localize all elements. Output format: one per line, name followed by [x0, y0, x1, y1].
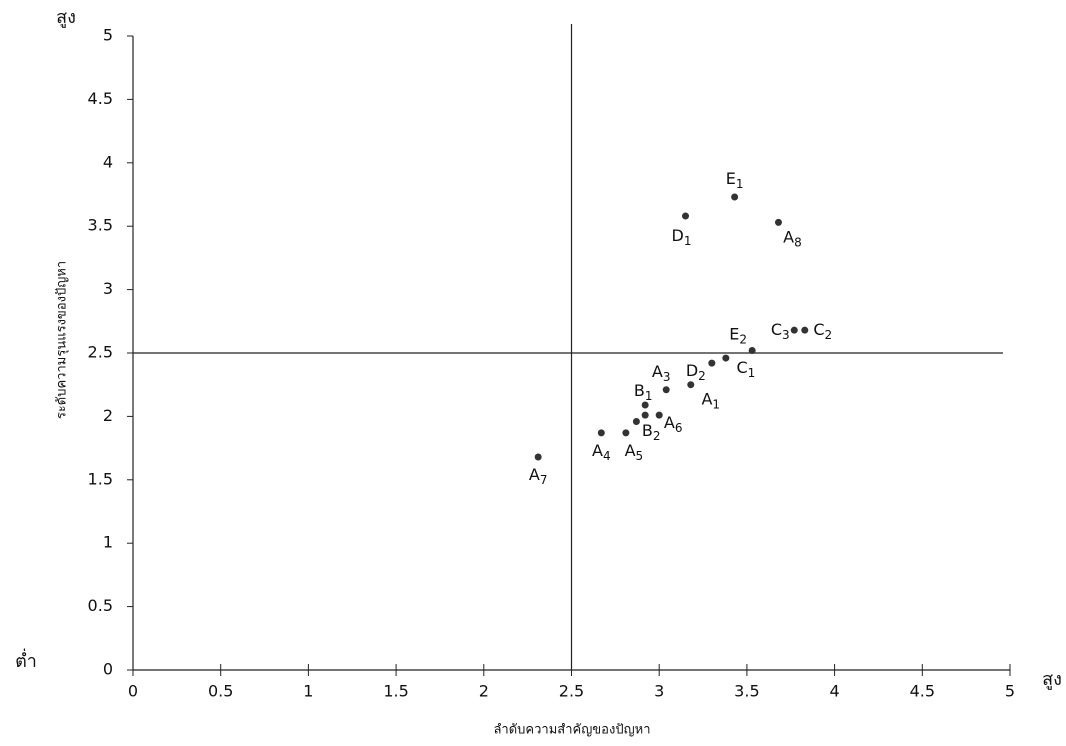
x-axis-title: ลำดับความสำคัญของปัญหา [493, 723, 650, 738]
x-tick-label: 3.5 [734, 682, 759, 701]
chart: สูง ต่ำ สูง ลำดับความสำคัญของปัญหา ระดับ… [0, 0, 1066, 746]
y-tick-label: 3 [103, 279, 113, 298]
point-label: A8 [783, 227, 802, 249]
point [642, 412, 649, 419]
point-label: A7 [529, 464, 548, 486]
x-tick-label: 0 [128, 682, 138, 701]
point [633, 418, 640, 425]
low-label: ต่ำ [15, 648, 37, 672]
x-tick-label: 3 [654, 682, 664, 701]
point-label: C2 [813, 320, 832, 342]
point [687, 381, 694, 388]
y-tick-label: 1 [103, 533, 113, 552]
point-label: D1 [672, 226, 692, 248]
y-tick-label: 2 [103, 406, 113, 425]
point [663, 386, 670, 393]
y-high-label: สูง [56, 7, 76, 28]
point [682, 213, 689, 220]
point-label: E1 [726, 169, 744, 191]
y-tick-label: 0 [103, 660, 113, 679]
y-tick-label: 0.5 [88, 596, 113, 615]
y-tick-label: 3.5 [88, 216, 113, 235]
x-high-label: สูง [1042, 669, 1062, 690]
x-tick-label: 1.5 [383, 682, 408, 701]
point [731, 194, 738, 201]
y-tick-label: 2.5 [88, 343, 113, 362]
point [749, 347, 756, 354]
point-label: C1 [736, 358, 755, 380]
x-tick-label: 0.5 [208, 682, 233, 701]
point [622, 429, 629, 436]
point-label: A6 [664, 413, 683, 435]
point [708, 360, 715, 367]
point [801, 327, 808, 334]
point [535, 453, 542, 460]
point-label: A5 [625, 440, 644, 462]
point [656, 412, 663, 419]
y-axis-title: ระดับความรุนแรงของปัญหา [55, 261, 70, 419]
x-tick-label: 4 [830, 682, 840, 701]
point-label: E2 [729, 324, 747, 346]
y-tick-label: 5 [103, 26, 113, 45]
point [642, 401, 649, 408]
x-tick-label: 4.5 [910, 682, 935, 701]
point [775, 219, 782, 226]
y-tick-label: 1.5 [88, 469, 113, 488]
point-label: B1 [634, 380, 653, 402]
point-label: B2 [642, 421, 661, 443]
x-tick-label: 5 [1005, 682, 1015, 701]
y-tick-label: 4.5 [88, 89, 113, 108]
point [722, 355, 729, 362]
x-tick-label: 2 [479, 682, 489, 701]
point [791, 327, 798, 334]
point-label: A1 [701, 389, 720, 411]
y-tick-label: 4 [103, 152, 113, 171]
point-label: C3 [771, 320, 790, 342]
x-tick-label: 2.5 [559, 682, 584, 701]
point-label: D2 [686, 361, 706, 383]
point [598, 429, 605, 436]
point-label: A4 [592, 440, 611, 462]
point-label: A3 [652, 361, 671, 383]
x-tick-label: 1 [303, 682, 313, 701]
